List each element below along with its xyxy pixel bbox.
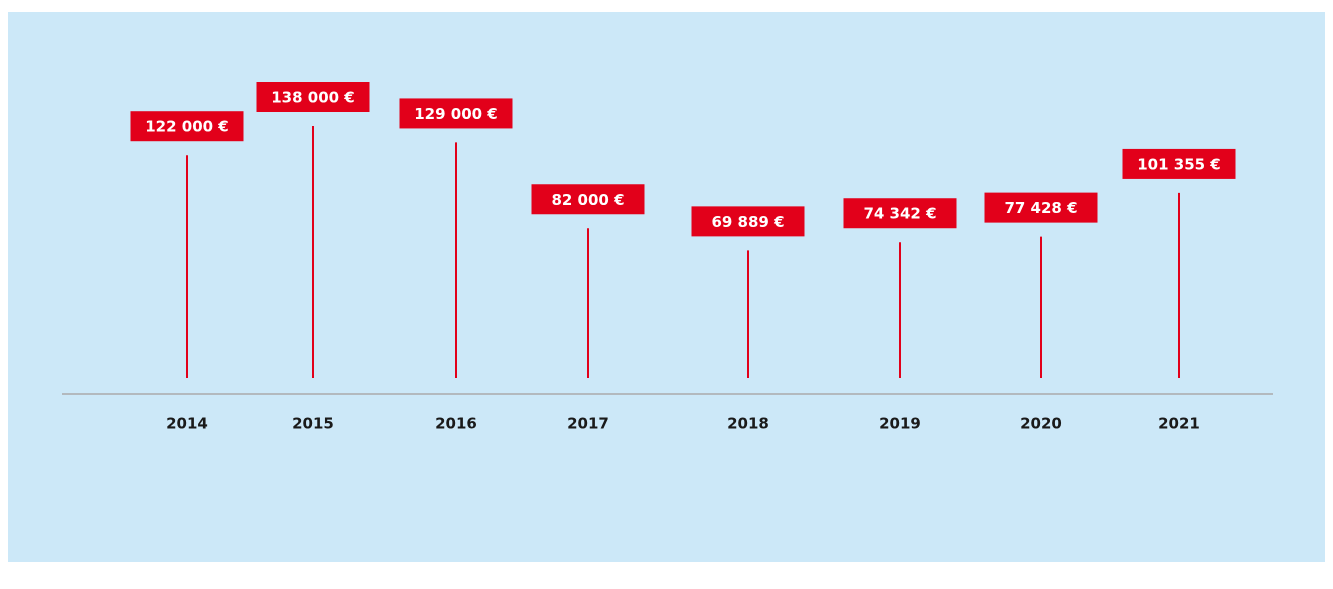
value-box xyxy=(984,192,1098,223)
panel xyxy=(8,12,1325,562)
value-box xyxy=(256,82,370,112)
x-tick-label: 2019 xyxy=(879,415,921,433)
x-tick-label: 2018 xyxy=(727,415,769,433)
value-label: 77 428 € xyxy=(1004,199,1077,217)
value-label: 69 889 € xyxy=(711,213,784,231)
value-box xyxy=(399,98,513,129)
value-box xyxy=(1122,148,1236,179)
value-label: 122 000 € xyxy=(145,118,229,136)
value-box xyxy=(130,111,244,142)
value-label: 138 000 € xyxy=(271,89,355,107)
x-tick-label: 2016 xyxy=(435,415,477,433)
value-box xyxy=(531,184,645,215)
value-label: 74 342 € xyxy=(863,205,936,223)
x-tick-label: 2021 xyxy=(1158,415,1200,433)
x-tick-label: 2015 xyxy=(292,415,334,433)
x-tick-label: 2014 xyxy=(166,415,208,433)
x-tick-label: 2017 xyxy=(567,415,609,433)
value-box xyxy=(691,206,805,237)
value-label: 82 000 € xyxy=(551,191,624,209)
value-box xyxy=(843,198,957,229)
value-label: 101 355 € xyxy=(1137,155,1221,173)
x-tick-label: 2020 xyxy=(1020,415,1062,433)
value-label: 129 000 € xyxy=(414,105,498,123)
